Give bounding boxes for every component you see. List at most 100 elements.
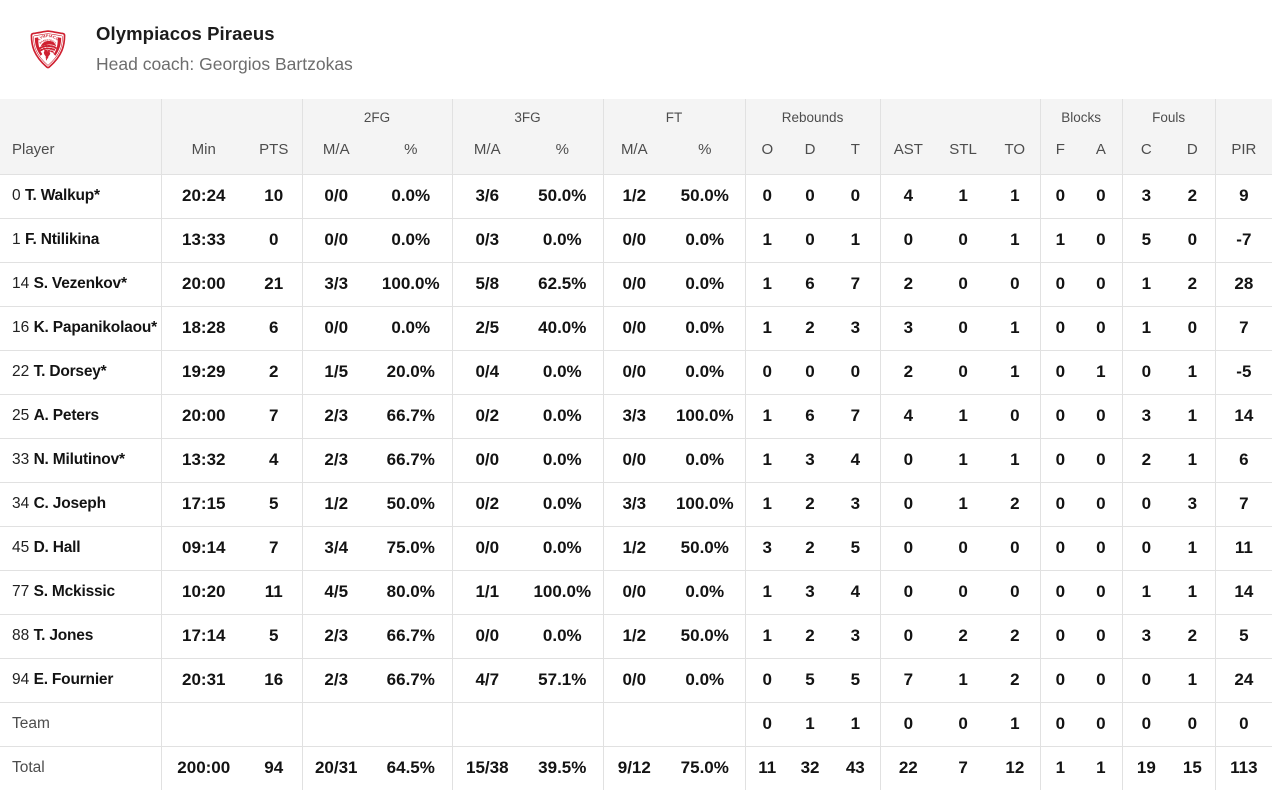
stat-cell: 0	[1121, 702, 1171, 746]
stat-cell: 0/4	[451, 350, 523, 394]
table-body: 0 T. Walkup* 20:24 10 0/0 0.0% 3/6 50.0% 1/2 50.…	[0, 174, 1272, 790]
group-header-rebounds: Rebounds	[744, 99, 881, 135]
player-name[interactable]: C. Joseph	[33, 495, 106, 512]
stat-cell: 0/3	[451, 218, 523, 262]
stat-cell: 50.0%	[680, 186, 729, 205]
group-header-blank	[160, 99, 302, 135]
stat-cell: 0.0%	[685, 582, 725, 601]
column-header-ast-12: AST	[879, 135, 937, 174]
stat-cell: 0/0	[451, 614, 523, 658]
stat-cell: 15/38	[451, 746, 523, 790]
stat-cell: 3	[850, 494, 861, 513]
stat-cell: 2	[805, 538, 815, 557]
stat-cell: 2	[805, 626, 815, 645]
stat-cell: 0/0	[602, 262, 666, 306]
player-name[interactable]: T. Dorsey*	[33, 363, 107, 380]
stat-cell: 1	[1010, 230, 1020, 249]
stat-cell: 1	[1121, 306, 1171, 350]
stat-cell: 20:24	[160, 174, 246, 218]
stat-cell: 09:14	[160, 526, 246, 570]
stat-cell: 0	[1039, 526, 1081, 570]
stat-cell: 1	[744, 438, 790, 482]
column-header-stl-13: STL	[936, 135, 991, 174]
player-cell: 25 A. Peters	[0, 394, 161, 438]
stat-cell: 1	[958, 494, 968, 513]
stat-cell: 2	[879, 350, 937, 394]
stat-cell: 2	[805, 318, 815, 337]
stat-cell: 0	[879, 438, 937, 482]
player-name[interactable]: N. Milutinov*	[33, 451, 125, 468]
column-header-pts-2: PTS	[246, 135, 302, 174]
player-cell: 77 S. Mckissic	[0, 570, 161, 614]
total-label-cell: Total	[0, 746, 161, 790]
player-row: 16 K. Papanikolaou* 18:28 6 0/0 0.0% 2/5 40.0%…	[0, 306, 1272, 350]
stat-cell: 0	[1187, 318, 1198, 337]
stat-cell: 1	[1096, 362, 1106, 381]
stat-cell	[301, 702, 370, 746]
player-name[interactable]: S. Mckissic	[33, 583, 116, 600]
group-header-blank	[0, 99, 161, 135]
stat-cell: 21	[264, 274, 284, 293]
stat-cell: 0.0%	[391, 230, 431, 249]
player-name[interactable]: A. Peters	[33, 407, 100, 424]
player-name[interactable]: D. Hall	[33, 539, 81, 556]
stat-cell: 5	[1214, 614, 1272, 658]
stat-cell: 13:32	[160, 438, 246, 482]
coach-line: Head coach: Georgios Bartzokas	[96, 54, 353, 74]
stat-cell: 0.0%	[685, 362, 725, 381]
player-name[interactable]: K. Papanikolaou*	[33, 319, 158, 336]
stat-cell: 20.0%	[386, 362, 435, 381]
stat-cell: 0	[850, 362, 861, 381]
stat-cell: 11	[1214, 526, 1272, 570]
stat-cell: 0	[1039, 570, 1081, 614]
stat-cell: 3/3	[602, 482, 666, 526]
stat-cell: 2/3	[301, 658, 370, 702]
stat-cell: 43	[845, 758, 865, 778]
stat-cell: 0	[1096, 670, 1106, 689]
stat-cell: 0	[1010, 538, 1020, 557]
stat-cell: 0	[1096, 318, 1106, 337]
player-cell: 0 T. Walkup*	[0, 174, 161, 218]
stat-cell: 0.0%	[542, 450, 582, 469]
player-cell: 22 T. Dorsey*	[0, 350, 161, 394]
stat-cell: 3	[850, 626, 861, 645]
player-cell: 33 N. Milutinov*	[0, 438, 161, 482]
stat-cell: 0/0	[451, 526, 523, 570]
stat-cell: 0	[1039, 482, 1081, 526]
stat-cell: 0	[1096, 538, 1106, 557]
stat-cell: 1	[744, 218, 790, 262]
stat-cell: -5	[1214, 350, 1272, 394]
stat-cell: 0/0	[301, 306, 370, 350]
stat-cell: 0	[1010, 406, 1020, 425]
stat-cell: 15	[1182, 758, 1202, 778]
player-name[interactable]: S. Vezenkov*	[33, 275, 127, 292]
stat-cell: 0	[1214, 702, 1272, 746]
stat-cell: 9/12	[602, 746, 666, 790]
player-name[interactable]: E. Fournier	[33, 671, 114, 688]
stat-cell: 100.0%	[675, 494, 734, 513]
group-header-2fg: 2FG	[301, 99, 453, 135]
stat-cell: 0	[879, 526, 937, 570]
stat-cell: 14	[1214, 394, 1272, 438]
stat-cell: 20:31	[160, 658, 246, 702]
player-name[interactable]: F. Ntilikina	[24, 231, 100, 248]
player-name[interactable]: T. Walkup*	[24, 187, 100, 204]
stat-cell: 16	[264, 670, 284, 689]
stat-cell: 4	[269, 450, 279, 469]
stat-cell: 1	[958, 406, 968, 425]
stat-cell: 0/0	[602, 658, 666, 702]
player-name[interactable]: T. Jones	[33, 627, 94, 644]
stat-cell: 2/5	[451, 306, 523, 350]
total-row: Total 200:00 94 20/31 64.5% 15/38 39.5% 9/12 75.…	[0, 746, 1272, 790]
stat-cell: 5/8	[451, 262, 523, 306]
stat-cell: 2	[1010, 670, 1020, 689]
column-header-t-11: T	[831, 135, 881, 174]
stat-cell: 1	[805, 714, 815, 733]
stat-cell: 50.0%	[386, 494, 435, 513]
stat-cell: 0	[1096, 494, 1106, 513]
stat-cell: 3	[879, 306, 937, 350]
stat-cell: 1	[1096, 758, 1106, 778]
player-row: 33 N. Milutinov* 13:32 4 2/3 66.7% 0/0 0.0% 0/0…	[0, 438, 1272, 482]
team-row: Team 0 1 1 0 0 1 0 0 0 0 0	[0, 702, 1272, 746]
